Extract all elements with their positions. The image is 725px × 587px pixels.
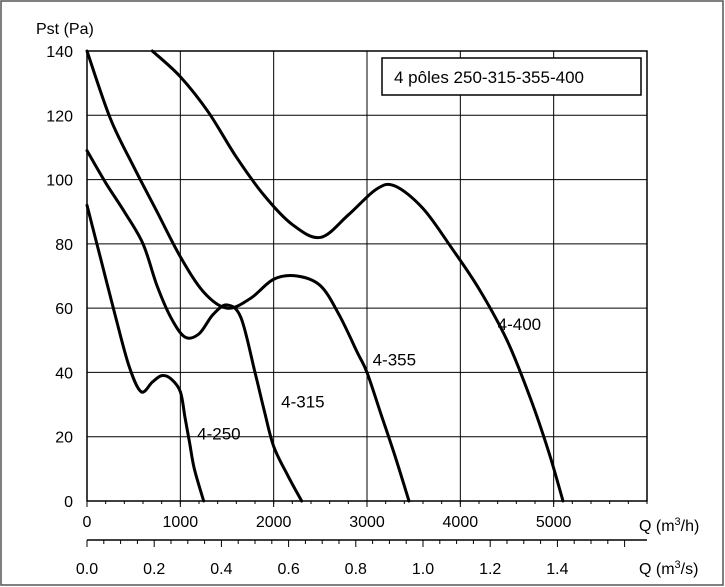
x-tick-label: 2000: [256, 514, 292, 531]
curve-label-4-355: 4-355: [373, 351, 416, 370]
y-tick-label: 80: [55, 237, 73, 254]
x-tick-label: 3000: [349, 514, 385, 531]
x-tick-label: 4000: [443, 514, 479, 531]
x-tick-label: 0: [83, 514, 92, 531]
curve-label-4-315: 4-315: [281, 392, 324, 411]
x2-tick-label: 0.2: [143, 561, 165, 578]
curve-label-4-400: 4-400: [498, 315, 541, 334]
x2-tick-label: 0.6: [277, 561, 299, 578]
x2-axis-label: Q (m3/s): [639, 559, 698, 578]
x2-tick-label: 0.4: [210, 561, 232, 578]
y-tick-label: 140: [46, 44, 73, 61]
legend-text: 4 pôles 250-315-355-400: [394, 68, 584, 87]
plot-frame: [86, 50, 648, 502]
y-tick-label: 40: [55, 365, 73, 382]
x2-tick-label: 1.0: [412, 561, 434, 578]
x2-tick-label: 0.8: [345, 561, 367, 578]
y-tick-label: 0: [64, 494, 73, 511]
y-tick-label: 120: [46, 108, 73, 125]
labels: 4-250 4-315 4-355 4-400: [197, 315, 541, 443]
axes: 0 20 40 60 80 100 120 140 0 1000 2000 3000 4000 5000 Q…: [46, 44, 699, 578]
y-tick-label: 20: [55, 430, 73, 447]
y-axis-label: Pst (Pa): [36, 21, 94, 38]
x-axis-label: Q (m3/h): [639, 516, 699, 535]
legend-frame: [381, 57, 642, 96]
curve-4-355: [85, 49, 411, 503]
curve-label-4-250: 4-250: [197, 425, 240, 444]
curves: [85, 49, 565, 503]
curve-4-400: [150, 49, 565, 503]
legend-box: 4 pôles 250-315-355-400: [381, 57, 642, 96]
x2-tick-label: 1.2: [479, 561, 501, 578]
curve-4-315: [85, 149, 304, 503]
x2-tick-label: 1.4: [546, 561, 568, 578]
y-tick-label: 100: [46, 173, 73, 190]
curve-4-250: [85, 203, 206, 503]
x-tick-label: 1000: [163, 514, 199, 531]
x2-tick-label: 0.0: [76, 561, 98, 578]
x-tick-label: 5000: [536, 514, 572, 531]
y-tick-label: 60: [55, 301, 73, 318]
